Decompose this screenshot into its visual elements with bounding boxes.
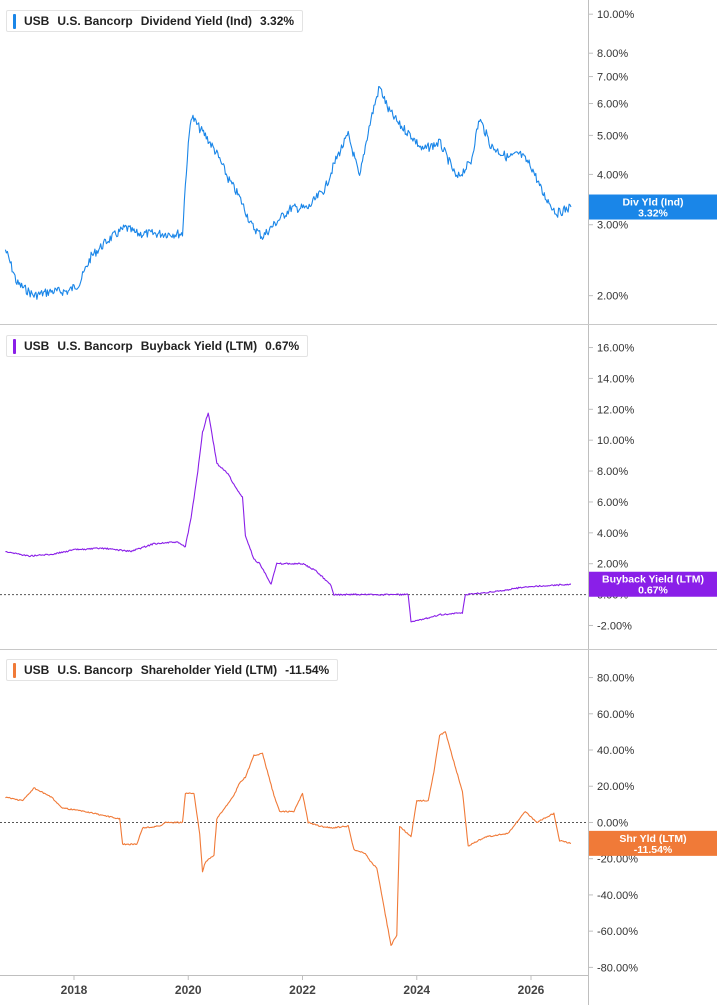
legend-metric: Buyback Yield (LTM) — [140, 339, 258, 353]
y-tick-label: 3.00% — [597, 220, 628, 232]
series-color-swatch — [13, 338, 16, 354]
legend-ticker: USB — [24, 339, 50, 353]
y-tick-label: 0.00% — [597, 817, 628, 829]
y-tick-label: -60.00% — [597, 926, 638, 938]
chart-panel-0: 10.00% 8.00% 7.00% 6.00% 5.00% 4.00% 3.00% 2.00… — [4, 9, 717, 303]
y-tick-label: 2.00% — [597, 291, 628, 303]
y-tick-label: 5.00% — [597, 130, 628, 142]
x-tick-label: 2020 — [175, 983, 202, 997]
y-tick-label: 12.00% — [597, 404, 635, 416]
series-color-swatch — [13, 662, 16, 678]
chart-panel-2: 80.00% 60.00% 40.00% 20.00% 0.00% -20.00% -40.… — [0, 673, 717, 974]
legend-value: 3.32% — [260, 14, 295, 28]
y-tick-label: 16.00% — [597, 343, 635, 355]
legend-metric: Dividend Yield (Ind) — [140, 14, 253, 28]
y-tick-label: 6.00% — [597, 497, 628, 509]
y-tick-label: 10.00% — [597, 435, 635, 447]
legend-dividend-yield[interactable]: USB U.S. Bancorp Dividend Yield (Ind) 3.… — [6, 10, 304, 32]
legend-company: U.S. Bancorp — [57, 663, 133, 677]
y-tick-label: 6.00% — [597, 99, 628, 111]
value-badge-value: -11.54% — [634, 844, 673, 856]
y-tick-label: -80.00% — [597, 962, 638, 974]
y-tick-label: 20.00% — [597, 781, 635, 793]
legend-value: -11.54% — [285, 663, 330, 677]
series-line — [5, 412, 572, 623]
y-tick-label: -2.00% — [597, 620, 632, 632]
value-badge-bg — [589, 194, 717, 220]
y-tick-label: 8.00% — [597, 466, 628, 478]
series-line — [5, 731, 572, 946]
y-tick-label: -20.00% — [597, 854, 638, 866]
legend-buyback-yield[interactable]: USB U.S. Bancorp Buyback Yield (LTM) 0.6… — [6, 335, 309, 357]
y-tick-label: 2.00% — [597, 559, 628, 571]
legend-company: U.S. Bancorp — [57, 339, 133, 353]
legend-ticker: USB — [24, 14, 50, 28]
value-badge-value: 0.67% — [638, 585, 668, 597]
value-badge-label: Buyback Yield (LTM) — [602, 574, 704, 586]
y-tick-label: -40.00% — [597, 890, 638, 902]
value-badge-bg — [589, 830, 717, 856]
value-badge-label: Div Yld (Ind) — [622, 197, 683, 209]
x-tick-label: 2018 — [61, 983, 88, 997]
value-badge-bg — [589, 571, 717, 597]
value-badge: Div Yld (Ind)3.32% — [589, 194, 717, 220]
y-tick-label: 80.00% — [597, 673, 635, 685]
chart-panel-1: 16.00% 14.00% 12.00% 10.00% 8.00% 6.00% 4.00% 2… — [0, 343, 717, 632]
value-badge-value: 3.32% — [638, 208, 668, 220]
series-color-swatch — [13, 13, 16, 29]
series-line — [4, 86, 572, 300]
y-tick-label: 8.00% — [597, 48, 628, 60]
legend-metric: Shareholder Yield (LTM) — [140, 663, 278, 677]
value-badge: Shr Yld (LTM)-11.54% — [589, 830, 717, 856]
x-tick-label: 2024 — [403, 983, 430, 997]
legend-shareholder-yield[interactable]: USB U.S. Bancorp Shareholder Yield (LTM)… — [6, 659, 339, 681]
x-tick-label: 2022 — [289, 983, 316, 997]
legend-value: 0.67% — [265, 339, 300, 353]
value-badge: Buyback Yield (LTM)0.67% — [589, 571, 717, 597]
legend-ticker: USB — [24, 663, 50, 677]
y-tick-label: 4.00% — [597, 169, 628, 181]
x-tick-label: 2026 — [518, 983, 545, 997]
y-tick-label: 10.00% — [597, 9, 635, 21]
y-tick-label: 7.00% — [597, 72, 628, 84]
legend-company: U.S. Bancorp — [57, 14, 133, 28]
y-tick-label: 60.00% — [597, 709, 635, 721]
value-badge-label: Shr Yld (LTM) — [619, 833, 686, 845]
y-tick-label: 14.00% — [597, 373, 635, 385]
y-tick-label: 40.00% — [597, 745, 635, 757]
y-tick-label: 4.00% — [597, 528, 628, 540]
